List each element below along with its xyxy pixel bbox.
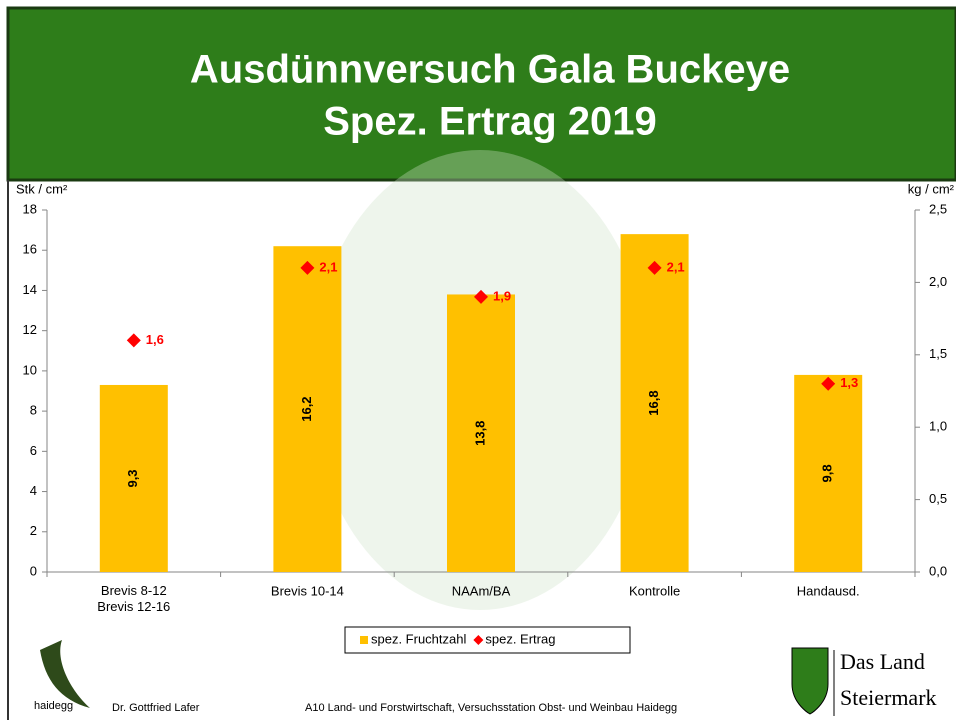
data-label: 2,1 [667,259,685,274]
y2-tick-label: 0,5 [929,491,947,506]
data-label: 13,8 [472,421,487,446]
data-label: 16,2 [299,396,314,421]
y-tick-label: 10 [23,362,37,377]
footer-institution: A10 Land- und Forstwirtschaft, Versuchss… [305,702,677,714]
y-tick-label: 14 [23,282,37,297]
y2-tick-label: 2,0 [929,274,947,289]
y-tick-label: 18 [23,201,37,216]
data-label: 9,3 [125,469,140,487]
x-tick-label: Kontrolle [629,583,680,598]
y2-tick-label: 0,0 [929,563,947,578]
slide: Ausdünnversuch Gala Buckeye Spez. Ertrag… [0,0,956,720]
legend-label: spez. Ertrag [485,631,555,646]
y2-tick-label: 2,5 [929,201,947,216]
legend-marker [360,636,368,644]
data-label: 16,8 [646,390,661,415]
y-tick-label: 2 [30,523,37,538]
x-tick-label: Brevis 10-14 [271,583,344,598]
data-label: 2,1 [319,259,337,274]
brand-line: Steiermark [840,685,937,710]
y-tick-label: 0 [30,563,37,578]
x-tick-label: Handausd. [797,583,860,598]
chart-title: Ausdünnversuch Gala Buckeye [190,48,790,92]
x-tick-label: NAAm/BA [452,583,511,598]
data-label: 9,8 [820,464,835,482]
brand-line: Das Land [840,649,925,674]
y-axis-label: Stk / cm² [16,181,68,196]
legend-label: spez. Fruchtzahl [371,631,466,646]
data-label: 1,3 [840,375,858,390]
data-label: 1,6 [146,332,164,347]
y-tick-label: 8 [30,403,37,418]
y2-axis-label: kg / cm² [908,181,955,196]
y2-tick-label: 1,0 [929,419,947,434]
y-tick-label: 6 [30,443,37,458]
chart-subtitle: Spez. Ertrag 2019 [323,100,657,144]
y-tick-label: 12 [23,322,37,337]
y2-tick-label: 1,5 [929,346,947,361]
logo-text: haidegg [34,700,73,712]
y-tick-label: 4 [30,483,37,498]
y-tick-label: 16 [23,242,37,257]
data-label: 1,9 [493,288,511,303]
footer-author: Dr. Gottfried Lafer [112,702,200,714]
